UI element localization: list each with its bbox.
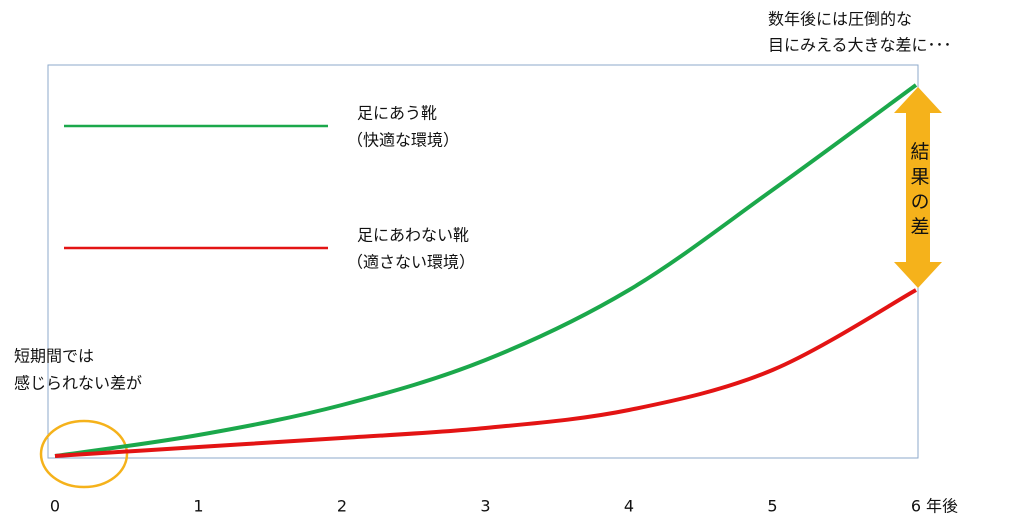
series-line bbox=[54, 288, 917, 458]
annotation: 数年後には圧倒的な bbox=[768, 10, 912, 29]
legend-label: （適さない環境） bbox=[347, 253, 475, 272]
annotation: 目にみえる大きな差に･･･ bbox=[768, 36, 952, 55]
x-tick-label: 0 bbox=[50, 497, 60, 516]
x-tick-label: 2 bbox=[337, 497, 347, 516]
x-tick-label: 4 bbox=[624, 497, 634, 516]
annotation: 感じられない差が bbox=[14, 374, 142, 393]
plot-frame bbox=[47, 64, 919, 459]
x-tick-label: 3 bbox=[480, 497, 490, 516]
x-tick-label: 1 bbox=[193, 497, 203, 516]
legend-label: 足にあわない靴 bbox=[357, 226, 469, 245]
legend-label: 足にあう靴 bbox=[357, 104, 437, 123]
x-tick-label: 5 bbox=[767, 497, 777, 516]
series-line bbox=[54, 83, 918, 458]
legend-label: （快適な環境） bbox=[347, 131, 459, 150]
annotation: 短期間では bbox=[14, 347, 94, 366]
highlight-circle bbox=[39, 419, 129, 489]
gap-arrow bbox=[894, 87, 942, 288]
annotation: 結果の差 bbox=[908, 141, 930, 241]
x-axis-label: 年後 bbox=[926, 497, 958, 516]
x-tick-label: 6 bbox=[911, 497, 921, 516]
